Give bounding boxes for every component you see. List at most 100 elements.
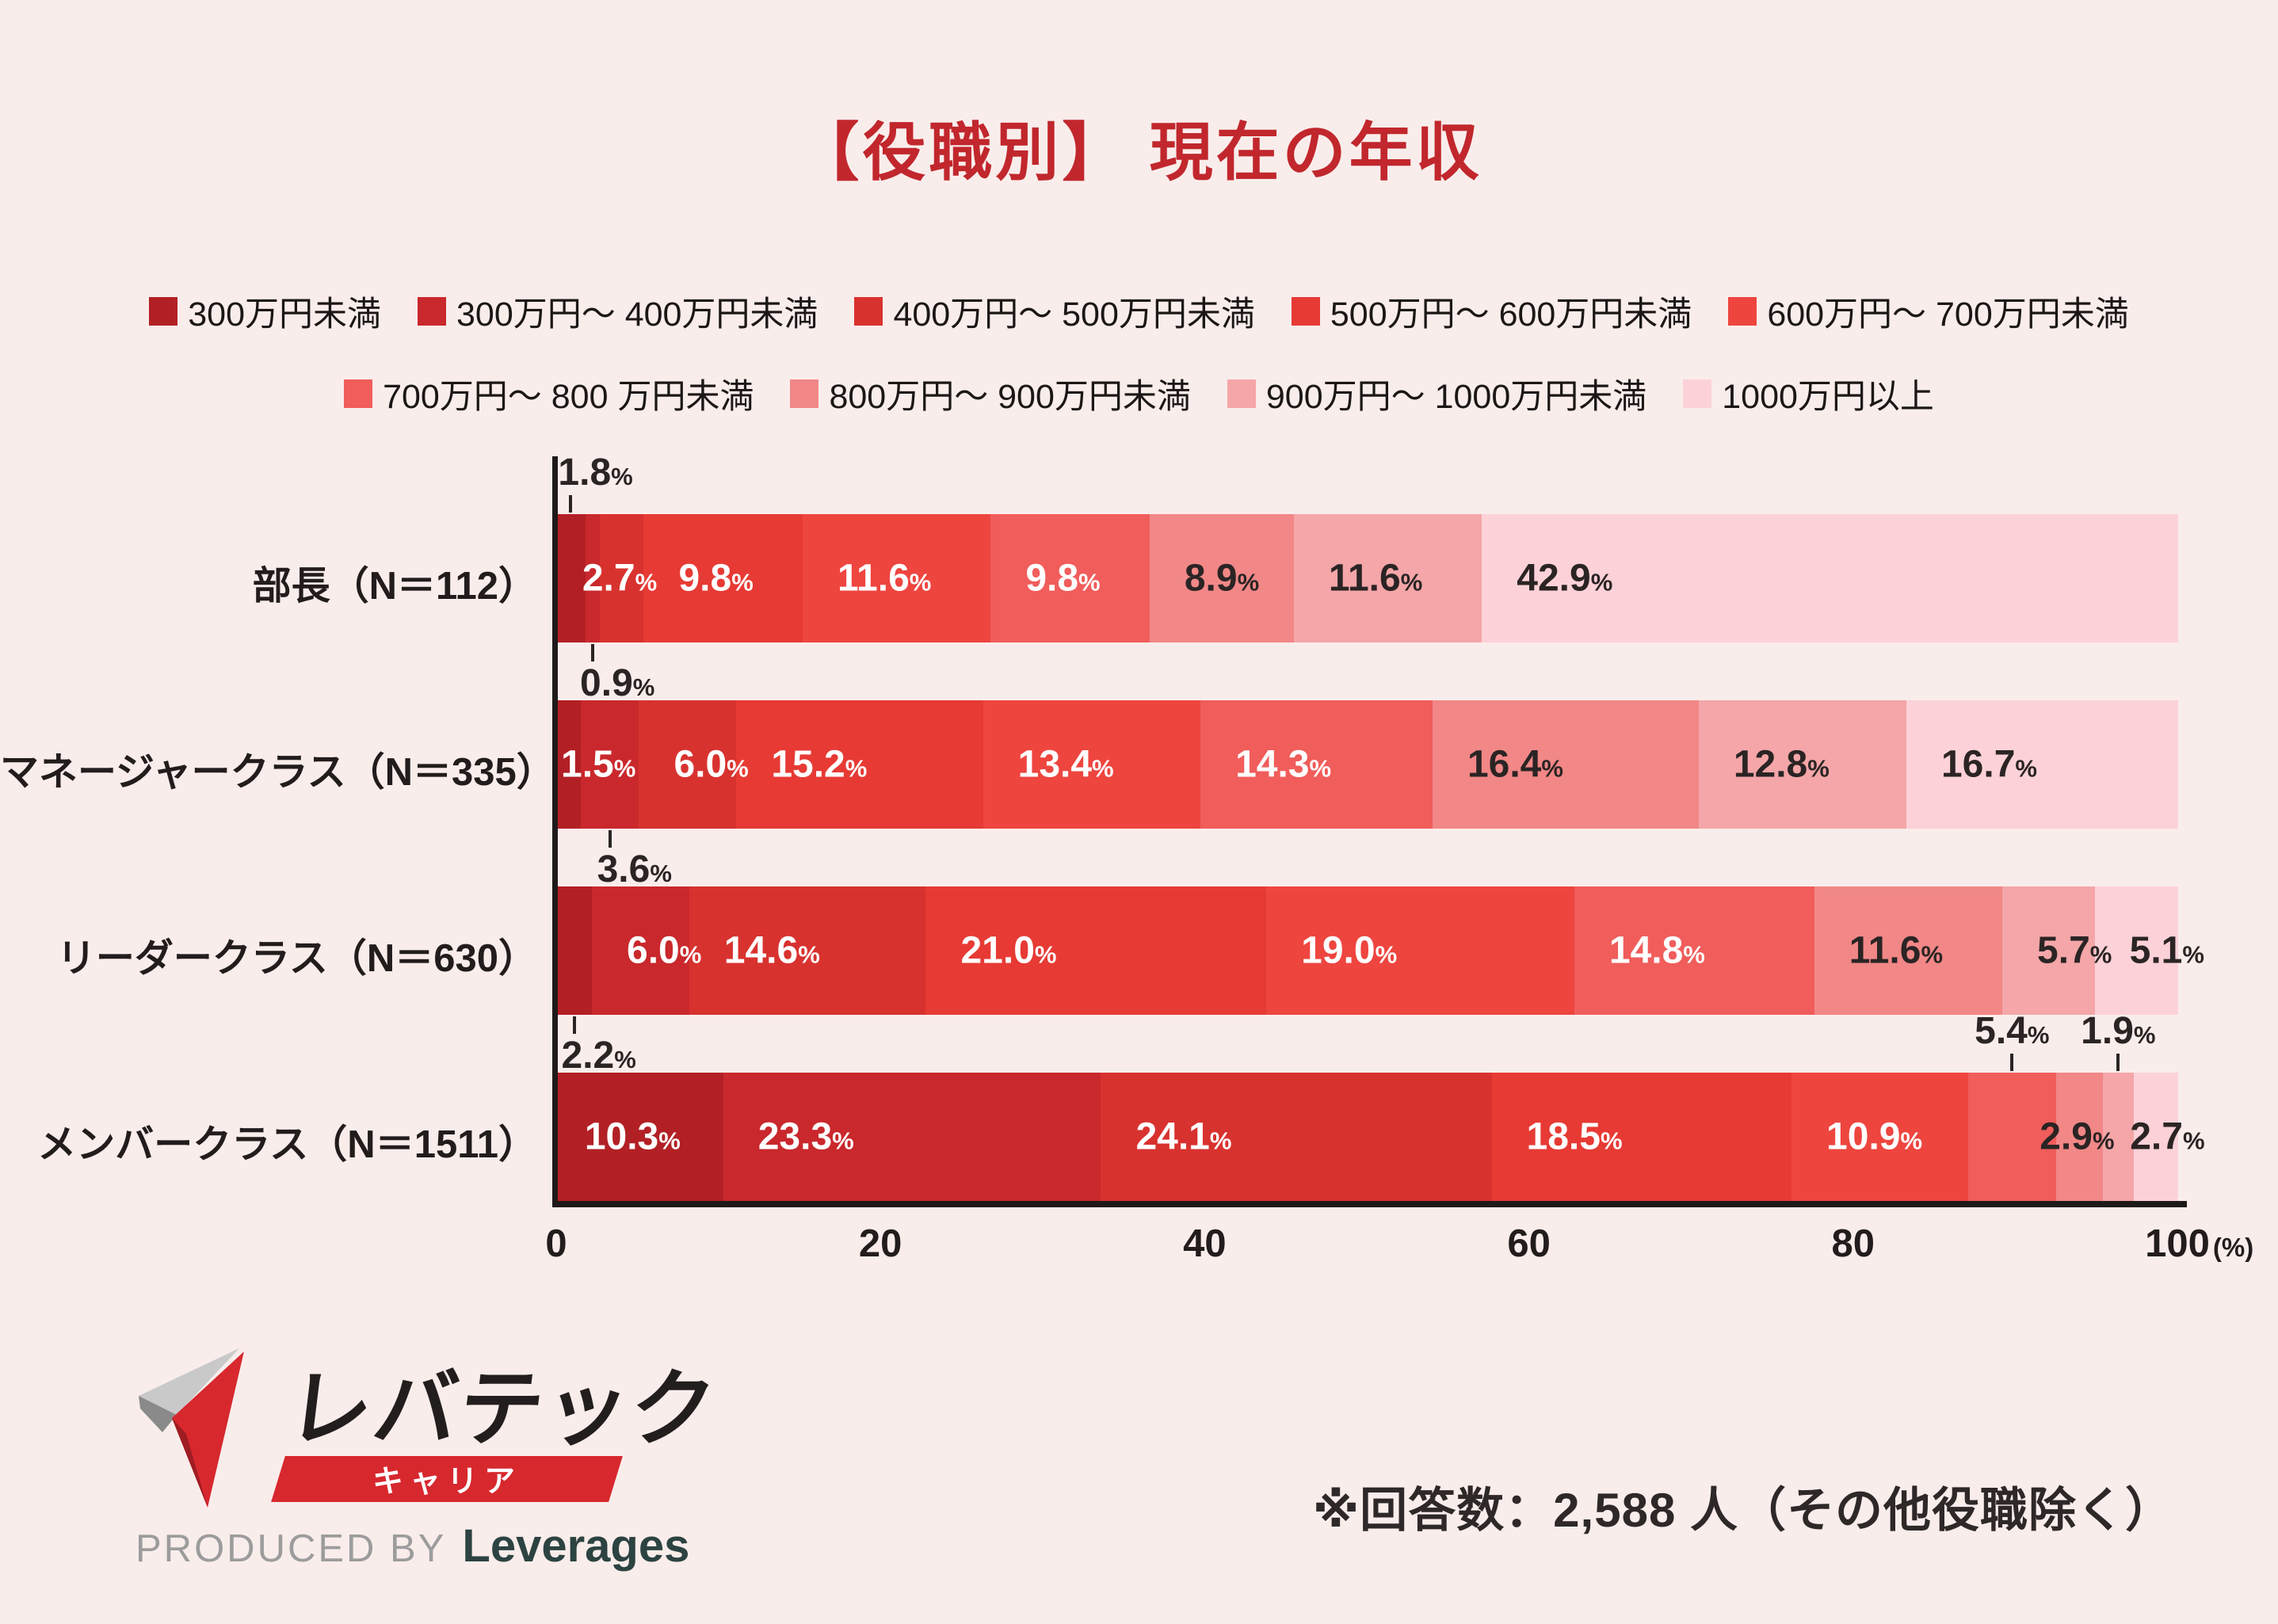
bar-segment bbox=[736, 700, 984, 829]
x-axis-tick-label: 20 bbox=[858, 1222, 902, 1265]
legend-item: 400万円〜 500万円未満 bbox=[854, 287, 1255, 336]
bar-segment bbox=[2133, 1073, 2178, 1201]
legend-label: 500万円〜 600万円未満 bbox=[1330, 295, 1692, 334]
bar-segment bbox=[1491, 1073, 1792, 1201]
bar-segment bbox=[1482, 514, 2178, 642]
legend-row-2: 700万円〜 800 万円未満 800万円〜 900万円未満 900万円〜 1000… bbox=[0, 369, 2278, 418]
legend-label: 400万円〜 500万円未満 bbox=[893, 295, 1255, 334]
bar-segment bbox=[802, 514, 991, 642]
segment-label: 14.8% bbox=[1608, 929, 1705, 972]
segment-label: 11.6% bbox=[837, 557, 932, 600]
bar-segment bbox=[556, 1073, 724, 1201]
response-count-note: ※回答数：2,588 人（その他役職除く） bbox=[1312, 1484, 2173, 1537]
bar-segment bbox=[1266, 886, 1575, 1015]
bar-segment bbox=[2002, 886, 2096, 1015]
bar-segment bbox=[1698, 700, 1907, 829]
segment-label: 12.8% bbox=[1733, 743, 1830, 786]
logo-career-banner: キャリア bbox=[271, 1456, 623, 1502]
segment-label: 16.7% bbox=[1940, 743, 2037, 786]
segment-label: 10.3% bbox=[584, 1115, 681, 1158]
segment-label: 11.6% bbox=[1849, 929, 1944, 972]
legend-label: 800万円〜 900万円未満 bbox=[829, 378, 1191, 416]
bar-segment bbox=[925, 886, 1267, 1015]
segment-label: 2.9% bbox=[2040, 1115, 2115, 1158]
bar-segment bbox=[580, 700, 640, 829]
legend-label: 300万円〜 400万円未満 bbox=[456, 295, 818, 334]
segment-callout-label: 1.8% bbox=[558, 452, 633, 494]
segment-label: 24.1% bbox=[1135, 1115, 1232, 1158]
produced-by-text: PRODUCED BY bbox=[135, 1527, 447, 1570]
bar-segment bbox=[1432, 700, 1700, 829]
segment-callout-label: 5.4% bbox=[1975, 1010, 2050, 1052]
legend-label: 600万円〜 700万円未満 bbox=[1767, 295, 2129, 334]
segment-label: 19.0% bbox=[1301, 929, 1398, 972]
segment-label: 18.5% bbox=[1526, 1115, 1623, 1158]
legend-swatch bbox=[1728, 297, 1757, 326]
callout-tick bbox=[608, 830, 612, 848]
bar-segment bbox=[2102, 1073, 2135, 1201]
segment-label: 6.0% bbox=[673, 743, 749, 786]
legend-label: 700万円〜 800 万円未満 bbox=[383, 378, 754, 416]
legend-label: 300万円未満 bbox=[188, 295, 381, 334]
logo-brand-text: レバテック bbox=[282, 1363, 723, 1456]
segment-label: 1.5% bbox=[561, 743, 636, 786]
row-label: メンバークラス（N＝1511） bbox=[37, 1123, 537, 1166]
segment-callout-label: 2.2% bbox=[561, 1035, 636, 1077]
callout-tick bbox=[2116, 1054, 2120, 1071]
bar-segment bbox=[1574, 886, 1815, 1015]
segment-callout-label: 0.9% bbox=[580, 662, 655, 704]
callout-tick bbox=[572, 1016, 576, 1034]
segment-label: 5.7% bbox=[2037, 929, 2112, 972]
row-label: リーダークラス（N＝630） bbox=[56, 937, 537, 980]
segment-label: 10.9% bbox=[1826, 1115, 1923, 1158]
bar-row: 10.3% 23.3% 24.1% 18.5% 10.9% 2.9% 2.7% bbox=[556, 1073, 2205, 1201]
legend-item: 700万円〜 800 万円未満 bbox=[344, 369, 754, 418]
legend-label: 1000万円以上 bbox=[1722, 378, 1934, 416]
callout-tick bbox=[591, 644, 595, 661]
legend-label: 900万円〜 1000万円未満 bbox=[1265, 378, 1647, 416]
bar-segment bbox=[990, 514, 1150, 642]
segment-label: 21.0% bbox=[960, 929, 1057, 972]
row-label: 部長（N＝112） bbox=[252, 565, 537, 608]
bar-segment bbox=[556, 514, 586, 642]
bar-row: 2.7% 9.8% 11.6% 9.8% 8.9% 11.6% 42.9% bbox=[556, 514, 2178, 642]
segment-label: 13.4% bbox=[1017, 743, 1114, 786]
x-axis-line bbox=[552, 1201, 2187, 1207]
x-axis-tick-label: 60 bbox=[1507, 1222, 1551, 1265]
segment-label: 9.8% bbox=[1025, 557, 1101, 600]
bar-row: 1.5% 6.0% 15.2% 13.4% 14.3% 16.4% 12.8% 16.7% bbox=[556, 700, 2178, 829]
bar-segment bbox=[1293, 514, 1482, 642]
segment-label: 8.9% bbox=[1184, 557, 1260, 600]
segment-label: 23.3% bbox=[757, 1115, 854, 1158]
segment-label: 14.3% bbox=[1235, 743, 1332, 786]
legend-row-1: 300万円未満 300万円〜 400万円未満 400万円〜 500万円未満 500万円… bbox=[0, 287, 2278, 336]
bar-segment bbox=[1200, 700, 1433, 829]
segment-label: 9.8% bbox=[678, 557, 754, 600]
x-axis-unit: (%) bbox=[2212, 1233, 2254, 1262]
bar-segment bbox=[556, 886, 593, 1015]
bar-segment bbox=[592, 886, 690, 1015]
legend-item: 300万円未満 bbox=[149, 287, 381, 336]
legend-item: 800万円〜 900万円未満 bbox=[790, 369, 1191, 418]
x-axis-tick-label: 40 bbox=[1183, 1222, 1227, 1265]
x-axis-tick-label: 100 (%) bbox=[2145, 1222, 2254, 1265]
segment-label: 2.7% bbox=[2130, 1115, 2205, 1158]
segment-label: 5.1% bbox=[2129, 929, 2204, 972]
legend-swatch bbox=[1683, 379, 1712, 408]
segment-label: 42.9% bbox=[1517, 557, 1613, 600]
legend-swatch bbox=[1227, 379, 1256, 408]
bar-segment bbox=[1906, 700, 2178, 829]
callout-tick bbox=[2010, 1054, 2014, 1071]
bar-segment bbox=[2055, 1073, 2104, 1201]
callout-tick bbox=[569, 495, 573, 513]
bar-segment bbox=[643, 514, 803, 642]
y-axis-line bbox=[552, 456, 558, 1207]
bar-segment bbox=[556, 700, 582, 829]
company-name-text: Leverages bbox=[462, 1520, 690, 1572]
bar-segment bbox=[1814, 886, 2003, 1015]
bar-segment bbox=[1101, 1073, 1493, 1201]
segment-label: 14.6% bbox=[723, 929, 820, 972]
logo-produced-by: PRODUCED BY Leverages bbox=[135, 1519, 689, 1573]
segment-label: 2.7% bbox=[582, 557, 658, 600]
